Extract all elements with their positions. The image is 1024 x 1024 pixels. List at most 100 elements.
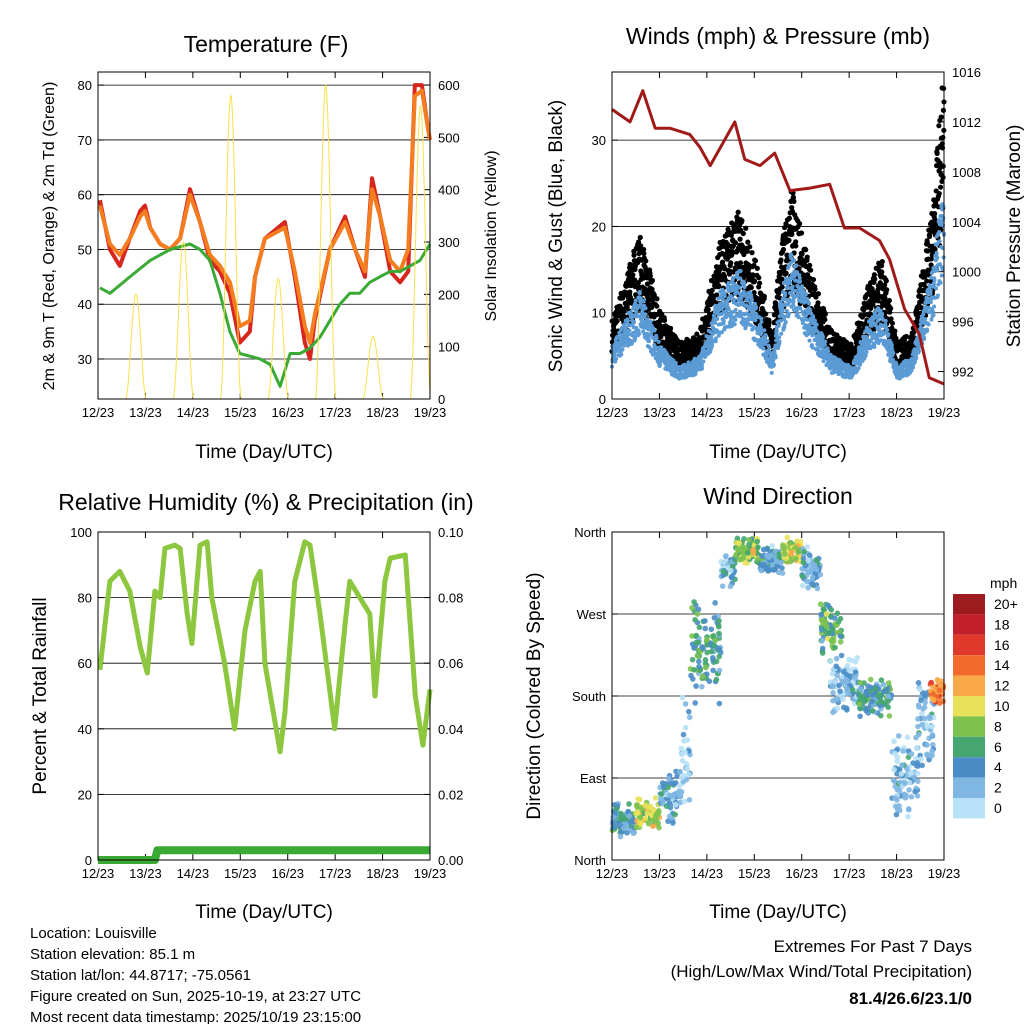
y-tick-label: 80 xyxy=(78,591,92,606)
sonic-wind-point xyxy=(652,328,657,333)
wind-direction-panel: Wind Direction Time (Day/UTC) Direction … xyxy=(524,483,1018,923)
gust-point xyxy=(934,156,940,163)
sonic-wind-point xyxy=(769,370,774,375)
gust-point xyxy=(926,227,932,233)
gust-point xyxy=(625,271,631,277)
legend-label: 0 xyxy=(994,800,1002,816)
direction-point xyxy=(678,789,685,795)
gust-point xyxy=(752,257,758,263)
info-recent: Most recent data timestamp: 2025/10/19 2… xyxy=(30,1009,361,1024)
wind_direction-series xyxy=(609,534,947,840)
direction-point xyxy=(728,574,735,581)
gust-point xyxy=(939,178,945,185)
direction-point xyxy=(929,748,935,755)
sonic-wind-point xyxy=(807,301,812,306)
direction-point xyxy=(679,694,686,701)
direction-point xyxy=(915,778,921,785)
direction-point xyxy=(719,583,726,589)
direction-point xyxy=(699,683,705,690)
temperature-title: Temperature (F) xyxy=(184,31,349,57)
gust-point xyxy=(698,325,704,332)
y2-tick-label: 0.04 xyxy=(438,722,463,737)
gust-point xyxy=(647,311,654,317)
direction-point xyxy=(824,623,830,629)
direction-point xyxy=(716,623,722,630)
gust-point xyxy=(931,197,937,203)
direction-point xyxy=(895,733,902,739)
gust-point xyxy=(907,335,914,341)
sonic-wind-point xyxy=(935,255,940,260)
gust-point xyxy=(618,290,624,296)
temperature-panel: Temperature (F) Time (Day/UTC) 2m & 9m T… xyxy=(41,31,500,463)
gust-point xyxy=(782,224,788,231)
direction-point xyxy=(655,820,662,827)
gust-point xyxy=(735,209,741,215)
sonic-wind-point xyxy=(934,250,939,255)
sonic-wind-point xyxy=(633,337,638,342)
direction-point xyxy=(828,607,835,613)
gust-point xyxy=(924,278,930,284)
gust-point xyxy=(862,295,868,301)
direction-point xyxy=(898,771,905,777)
direction-point xyxy=(867,676,874,683)
y-tick-label: West xyxy=(577,607,607,622)
direction-point xyxy=(832,644,838,651)
direction-point xyxy=(875,692,881,699)
sonic-wind-point xyxy=(795,311,800,316)
direction-point xyxy=(682,701,689,707)
legend-swatch xyxy=(953,594,985,615)
legend-label: 10 xyxy=(994,698,1010,714)
x-tick-label: 12/23 xyxy=(82,866,115,881)
extremes-box: Extremes For Past 7 Days (High/Low/Max W… xyxy=(671,937,972,1008)
direction-point xyxy=(649,823,656,830)
sonic-wind-point xyxy=(721,319,726,324)
legend-label: 16 xyxy=(994,637,1010,653)
direction-point xyxy=(833,696,839,702)
x-tick-label: 15/23 xyxy=(738,405,771,420)
direction-point xyxy=(857,679,864,686)
gust-point xyxy=(936,123,942,129)
direction-point xyxy=(781,551,788,557)
y2-tick-label: 0.10 xyxy=(438,525,463,540)
direction-point xyxy=(681,798,688,805)
gust-point xyxy=(715,254,721,261)
direction-point xyxy=(877,697,884,704)
sonic-wind-point xyxy=(856,366,861,371)
direction-point xyxy=(837,633,844,639)
sonic-wind-point xyxy=(823,339,828,344)
winds-y2label: Station Pressure (Maroon) xyxy=(1004,125,1024,348)
direction-point xyxy=(834,705,841,712)
gust-point xyxy=(644,281,651,287)
info-latlon: Station lat/lon: 44.8717; -75.0561 xyxy=(30,967,251,984)
sonic-wind-point xyxy=(795,294,800,299)
gust-point xyxy=(631,248,637,254)
info-location: Location: Louisville xyxy=(30,925,157,942)
sonic-wind-point xyxy=(911,365,916,370)
sonic-wind-point xyxy=(875,318,880,323)
gust-point xyxy=(743,225,749,231)
gust-point xyxy=(783,258,790,264)
gust-point xyxy=(851,333,857,339)
direction-point xyxy=(758,562,765,568)
direction-point xyxy=(852,658,859,665)
9m-t-line xyxy=(97,88,432,345)
sonic-wind-point xyxy=(826,349,831,354)
sonic-wind-point xyxy=(619,352,624,357)
direction-point xyxy=(885,693,892,700)
gust-point xyxy=(754,265,760,271)
sonic-wind-point xyxy=(814,322,819,327)
gust-point xyxy=(734,214,740,220)
gust-point xyxy=(784,217,791,223)
legend-title: mph xyxy=(990,575,1017,591)
gust-point xyxy=(939,85,945,91)
direction-point xyxy=(823,611,830,617)
sonic-wind-point xyxy=(868,329,873,334)
humidity-frame xyxy=(97,531,431,861)
direction-point xyxy=(694,611,701,617)
direction-point xyxy=(936,687,943,694)
gust-point xyxy=(797,255,803,261)
direction-point xyxy=(681,772,687,779)
x-tick-label: 16/23 xyxy=(785,866,818,881)
sonic-wind-point xyxy=(649,332,654,337)
gust-point xyxy=(926,232,932,238)
